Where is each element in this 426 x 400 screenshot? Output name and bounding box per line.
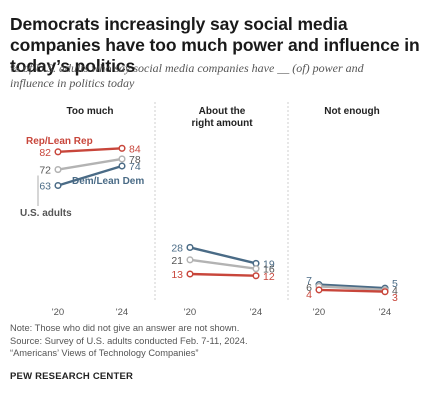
data-label: 13 [171, 269, 183, 281]
x-tick-label: '24 [379, 307, 391, 318]
series-marker [252, 272, 260, 280]
series-line [189, 272, 257, 277]
series-line [189, 246, 257, 265]
data-label: 5 [392, 278, 398, 290]
x-tick-label: '24 [250, 307, 262, 318]
data-label: 6 [306, 282, 312, 294]
series-name-label: Dem/Lean Dem [72, 176, 144, 187]
series-line [189, 258, 257, 270]
series-marker [381, 288, 389, 296]
series-line [57, 164, 123, 187]
data-label: 19 [263, 258, 275, 270]
data-label: 3 [392, 292, 398, 304]
data-label: 16 [263, 264, 275, 276]
note-line: Note: Those who did not give an answer a… [10, 323, 240, 333]
series-marker [118, 144, 126, 152]
series-marker [54, 181, 62, 190]
series-marker [186, 243, 194, 251]
data-label: 4 [392, 285, 398, 297]
x-tick-label: '20 [313, 307, 325, 318]
series-line [318, 285, 386, 292]
series-marker [186, 270, 194, 278]
panel-title: Not enough [324, 106, 380, 117]
chart-subtitle: % of U.S. adults who say social media co… [10, 61, 364, 90]
panel-title: About the [199, 106, 246, 117]
data-label: 28 [171, 242, 183, 254]
series-marker [186, 256, 194, 264]
series-name-label: U.S. adults [20, 208, 72, 219]
series-line [318, 288, 386, 293]
series-name-label: Rep/Lean Rep [26, 136, 93, 147]
x-tick-labels: '20 '24 '20 '24 '20 '24 [52, 307, 391, 318]
series-legend-labels: Rep/Lean Rep U.S. adults Dem/Lean Dem [20, 136, 144, 219]
series-marker [252, 265, 260, 273]
data-label: 21 [171, 255, 183, 267]
data-label: 74 [129, 161, 141, 173]
series-marker [54, 148, 62, 156]
series-line [57, 147, 123, 154]
chart-note: Note: Those who did not give an answer a… [10, 322, 420, 360]
panel-title: right amount [191, 118, 253, 129]
x-tick-label: '20 [52, 307, 64, 318]
series-markers [54, 144, 389, 296]
data-label: 82 [39, 147, 51, 159]
data-label: 63 [39, 180, 51, 192]
source-line: Source: Survey of U.S. adults conducted … [10, 335, 248, 346]
series-lines [57, 147, 386, 293]
data-label: 12 [263, 271, 275, 283]
report-title-line: “Americans’ Views of Technology Companie… [10, 348, 199, 358]
series-line [318, 283, 386, 290]
data-label: 78 [129, 154, 141, 166]
data-label: 7 [306, 275, 312, 287]
series-marker [54, 166, 62, 174]
series-marker [315, 286, 323, 294]
x-tick-label: '24 [116, 307, 128, 318]
series-line [57, 157, 123, 171]
series-marker [118, 162, 126, 170]
data-label: 4 [306, 289, 312, 301]
data-label: 72 [39, 165, 51, 177]
panel-title: Too much [66, 106, 113, 117]
x-tick-label: '20 [184, 307, 196, 318]
series-marker [118, 155, 126, 163]
panel-dividers [154, 102, 289, 300]
pew-research-center-logo: PEW RESEARCH CENTER [10, 371, 134, 382]
data-label: 84 [129, 143, 141, 155]
chart-title: Democrats increasingly say social media … [10, 14, 420, 76]
